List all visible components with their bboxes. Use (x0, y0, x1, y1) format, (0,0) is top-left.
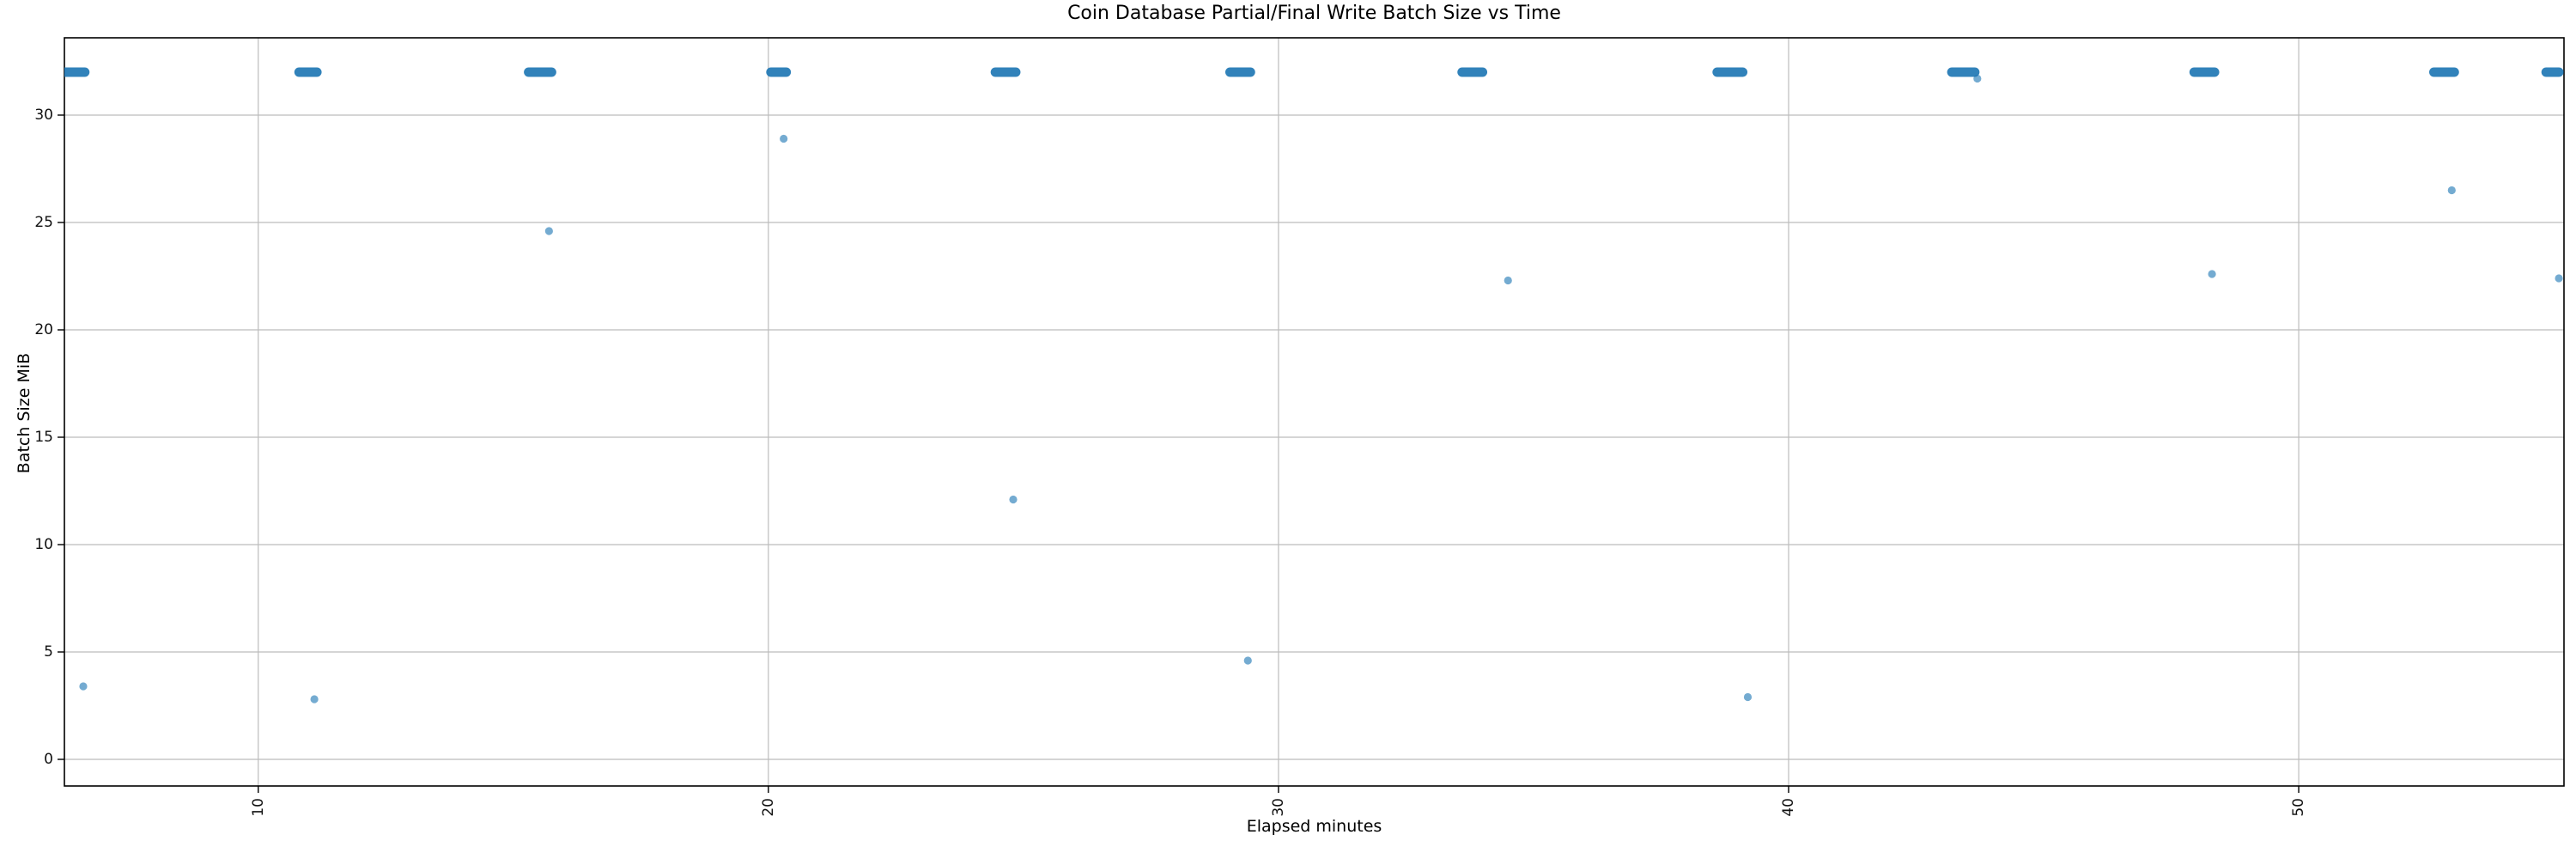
partial-batch-point (1009, 495, 1018, 504)
batch-cluster-32mib (2189, 67, 2220, 77)
batch-cluster-32mib (766, 67, 792, 77)
batch-cluster-32mib (2429, 67, 2459, 77)
batch-cluster-32mib (1947, 67, 1980, 77)
partial-batch-point (2555, 274, 2563, 283)
x-tick-label: 30 (1270, 798, 1287, 817)
y-tick-label: 30 (34, 107, 53, 124)
partial-batch-point (1504, 276, 1512, 285)
partial-batch-point (1243, 656, 1252, 665)
y-tick-label: 5 (44, 643, 53, 661)
y-tick-label: 25 (34, 214, 53, 231)
partial-batch-point (780, 134, 788, 143)
partial-batch-point (1743, 692, 1753, 702)
batch-cluster-32mib (990, 67, 1021, 77)
axes-spines (64, 37, 2565, 787)
batch-cluster-32mib (1712, 67, 1748, 77)
y-tick-label: 0 (44, 751, 53, 768)
partial-batch-point (1973, 74, 1982, 83)
batch-cluster-32mib (524, 67, 556, 77)
partial-batch-point (2208, 270, 2216, 278)
chart-title: Coin Database Partial/Final Write Batch … (1067, 3, 1561, 24)
batch-cluster-32mib (1224, 67, 1255, 77)
partial-batch-point (2447, 186, 2456, 195)
y-axis-label: Batch Size MiB (15, 352, 33, 474)
partial-batch-point (79, 682, 88, 691)
batch-cluster-32mib (1457, 67, 1488, 77)
x-axis-label: Elapsed minutes (1246, 817, 1382, 836)
x-tick-label: 40 (1780, 798, 1797, 817)
y-tick-label: 10 (34, 536, 53, 553)
batch-cluster-32mib (294, 67, 322, 77)
batch-cluster-32mib (2541, 67, 2564, 77)
data-points-group (64, 67, 2564, 704)
x-tick-label: 10 (250, 798, 267, 817)
y-tick-label: 20 (34, 321, 53, 338)
partial-batch-point (544, 227, 553, 235)
y-tick-label: 15 (34, 429, 53, 446)
x-tick-label: 20 (760, 798, 777, 817)
partial-batch-point (310, 695, 319, 704)
x-tick-label: 50 (2290, 798, 2307, 817)
batch-cluster-32mib (64, 67, 90, 77)
